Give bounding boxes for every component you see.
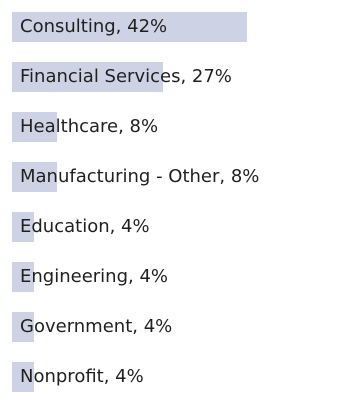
bar (12, 312, 35, 342)
bar (12, 262, 35, 292)
bar-data-label: Nonprofit, 4% (20, 366, 144, 387)
bar-data-label: Consulting, 42% (20, 16, 168, 37)
bar (12, 112, 57, 142)
bar (12, 212, 35, 242)
bar-data-label: Financial Services, 27% (20, 66, 232, 87)
bar-data-label: Healthcare, 8% (20, 116, 159, 137)
bar (12, 12, 247, 42)
bar (12, 162, 57, 192)
bar-data-label: Engineering, 4% (20, 266, 168, 287)
bar (12, 62, 164, 92)
bar (12, 362, 35, 392)
bar-data-label: Manufacturing - Other, 8% (20, 166, 260, 187)
bar-data-label: Government, 4% (20, 316, 173, 337)
bar-data-label: Education, 4% (20, 216, 150, 237)
